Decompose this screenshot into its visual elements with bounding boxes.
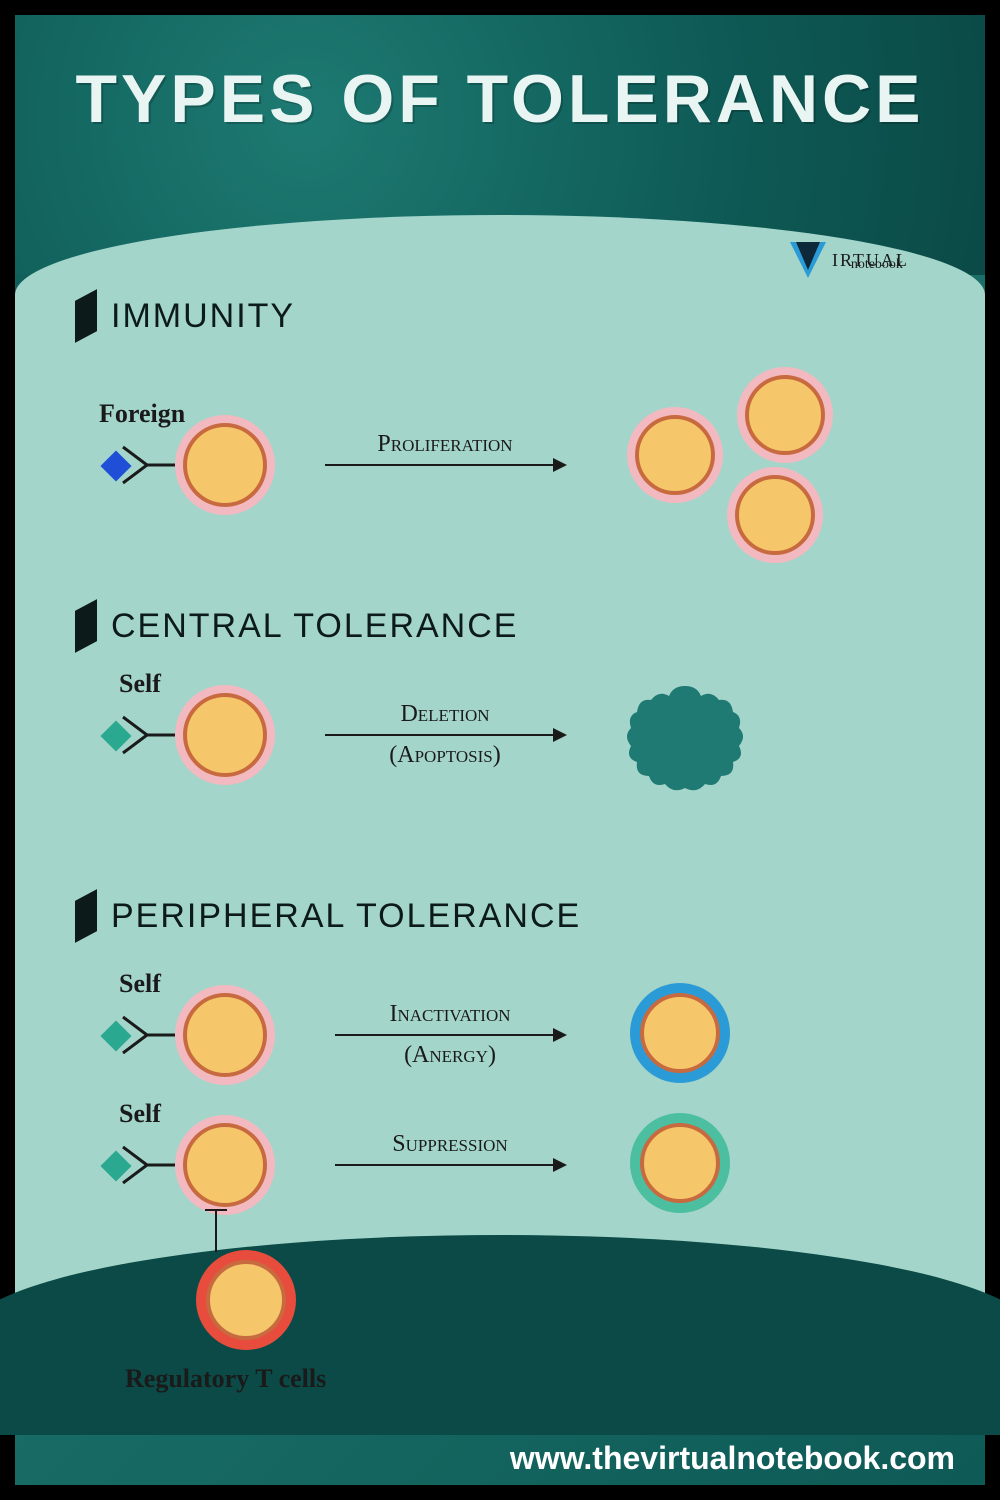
arrow-icon: Deletion (Apoptosis): [325, 734, 565, 736]
tcell-with-receptor-icon: [75, 675, 305, 795]
chalkboard-background: TYPES OF TOLERANCE IRTUAL notebook IMMUN…: [15, 15, 985, 1485]
arrow-sublabel: (Anergy): [404, 1042, 496, 1069]
section-central-tolerance: CENTRAL TOLERANCE: [75, 605, 925, 647]
apoptotic-cell-icon: [625, 680, 735, 790]
regulatory-tcell-icon: [191, 1245, 301, 1355]
antigen-label: Self: [119, 669, 161, 699]
immunity-row: Foreign Proliferation: [75, 365, 925, 565]
arrow-label: Suppression: [392, 1131, 507, 1158]
tcell-with-receptor-icon: [75, 1105, 305, 1225]
arrow-label: Deletion: [400, 701, 489, 728]
page-title: TYPES OF TOLERANCE: [15, 60, 985, 138]
antigen-label: Self: [119, 969, 161, 999]
bullet-icon: [75, 889, 97, 943]
suppressed-cell-icon: [625, 1108, 735, 1223]
anergic-cell-icon: [625, 978, 735, 1093]
central-tolerance-row: Self Deletion (Apoptosis): [75, 675, 925, 795]
peripheral-anergy-row: Self Inactivation (Anergy): [75, 975, 925, 1095]
section-immunity: IMMUNITY: [75, 295, 925, 337]
arrow-icon: Inactivation (Anergy): [335, 1034, 565, 1036]
bottom-arc: [0, 1235, 1000, 1435]
section-title: PERIPHERAL TOLERANCE: [111, 897, 581, 936]
arrow-icon: Suppression: [335, 1164, 565, 1166]
bullet-icon: [75, 599, 97, 653]
section-peripheral-tolerance: PERIPHERAL TOLERANCE: [75, 895, 925, 937]
arrow-icon: Proliferation: [325, 464, 565, 466]
section-title: CENTRAL TOLERANCE: [111, 607, 518, 646]
arrow-label: Proliferation: [377, 431, 512, 458]
section-title: IMMUNITY: [111, 297, 295, 336]
brand-logo: IRTUAL notebook: [790, 235, 930, 285]
arrow-label: Inactivation: [389, 1001, 510, 1028]
antigen-label: Foreign: [99, 399, 185, 429]
treg-label: Regulatory T cells: [125, 1364, 326, 1394]
footer-url: www.thevirtualnotebook.com: [15, 1440, 955, 1477]
treg-cell: Regulatory T cells: [165, 1245, 326, 1394]
tcell-with-receptor-icon: [75, 975, 305, 1095]
logo-subtext: notebook: [851, 257, 903, 273]
antigen-label: Self: [119, 1099, 161, 1129]
bullet-icon: [75, 289, 97, 343]
arrow-sublabel: (Apoptosis): [389, 742, 500, 769]
proliferated-cells-icon: [605, 365, 885, 565]
logo-v-icon: [790, 242, 826, 278]
peripheral-suppression-row: Self Suppression: [75, 1105, 925, 1225]
